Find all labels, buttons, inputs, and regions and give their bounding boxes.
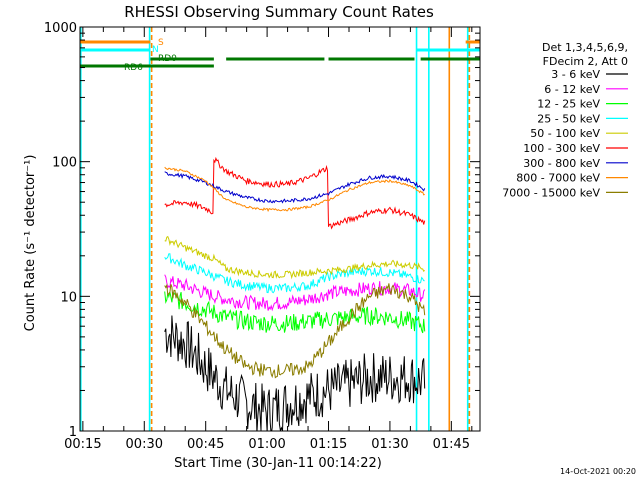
flag-label-rd0: RD0	[158, 54, 177, 64]
legend-label: 6 - 12 keV	[544, 83, 600, 96]
x-tick-label: 01:15	[310, 437, 347, 452]
x-tick-label: 01:45	[433, 437, 470, 452]
y-tick-label: 100	[52, 156, 77, 171]
series-line-50-100-kev	[164, 235, 426, 280]
legend: Det 1,3,4,5,6,9,FDecim 2, Att 03 - 6 keV…	[502, 41, 628, 199]
x-tick-label: 00:30	[126, 437, 163, 452]
legend-label: 12 - 25 keV	[537, 98, 600, 111]
legend-label: 800 - 7000 keV	[516, 172, 600, 185]
legend-label: 25 - 50 keV	[537, 112, 600, 125]
series-group	[164, 156, 426, 431]
series-line-25-50-kev	[164, 253, 425, 294]
flag-label-n: N	[152, 45, 159, 55]
timestamp-footer: 14-Oct-2021 00:20	[560, 467, 636, 476]
x-tick-label: 01:30	[371, 437, 408, 452]
legend-label: 100 - 300 keV	[523, 142, 600, 155]
flag-label-rd6: RD6	[124, 63, 143, 73]
series-line-800-7000-kev	[164, 166, 425, 212]
y-tick-label: 10	[60, 290, 77, 305]
x-tick-label: 00:15	[64, 437, 101, 452]
y-tick-label: 1000	[44, 21, 77, 36]
series-line-12-25-kev	[164, 291, 426, 334]
y-tick-label: 1	[69, 425, 77, 440]
chart-title: RHESSI Observing Summary Count Rates	[124, 3, 434, 21]
x-axis-label: Start Time (30-Jan-11 00:14:22)	[174, 456, 382, 471]
series-line-6-12-kev	[164, 274, 426, 312]
legend-header-line: Det 1,3,4,5,6,9,	[542, 41, 628, 54]
legend-label: 7000 - 15000 keV	[502, 186, 600, 199]
series-line-300-800-kev	[164, 171, 426, 204]
series-line-100-300-kev	[164, 156, 426, 230]
flag-label-s: S	[158, 38, 164, 48]
x-tick-label: 01:00	[248, 437, 285, 452]
series-line-3-6-kev	[164, 315, 426, 431]
legend-label: 50 - 100 keV	[530, 127, 600, 140]
legend-label: 3 - 6 keV	[551, 68, 600, 81]
plot-frame	[79, 26, 481, 432]
series-line-7000-15000-kev	[164, 283, 426, 379]
legend-header-line: FDecim 2, Att 0	[543, 55, 628, 68]
legend-label: 300 - 800 keV	[523, 157, 600, 170]
y-axis-label: Count Rate (s⁻¹ detector⁻¹)	[23, 155, 38, 332]
x-tick-label: 00:45	[187, 437, 224, 452]
